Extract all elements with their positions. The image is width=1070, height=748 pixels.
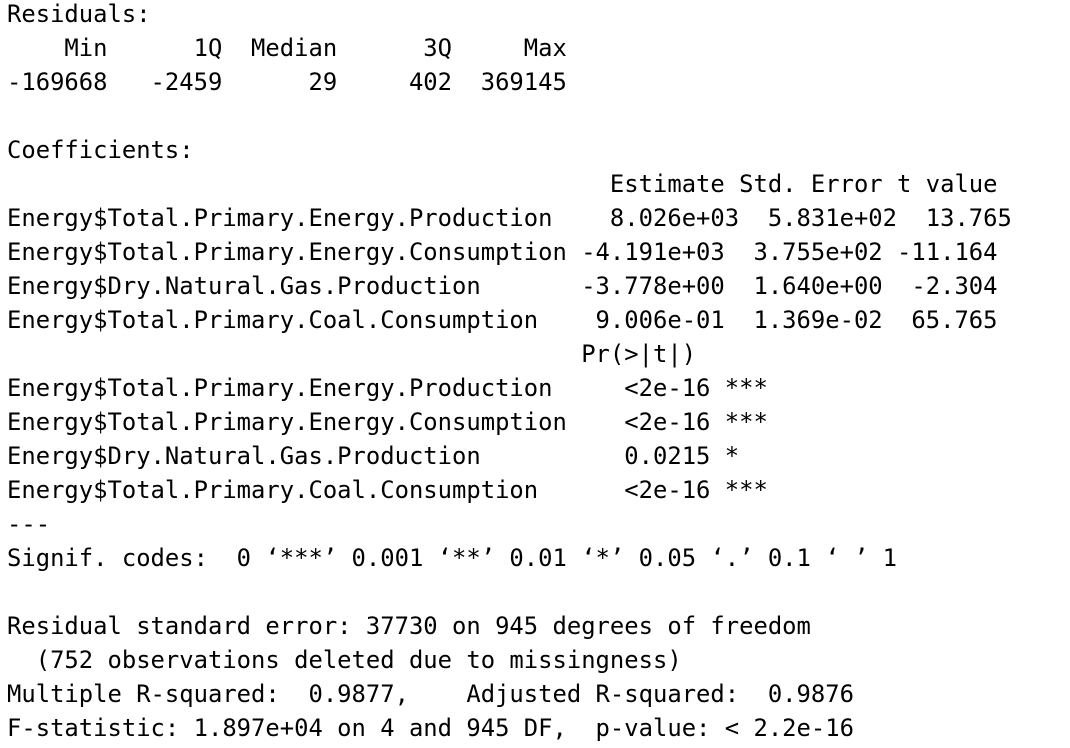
output-line: Coefficients:	[7, 136, 194, 164]
console-output: Residuals: Min 1Q Median 3Q Max -169668 -…	[7, 0, 1067, 745]
output-line: Residual standard error: 37730 on 945 de…	[7, 612, 811, 640]
output-line: Energy$Total.Primary.Energy.Consumption …	[7, 238, 998, 266]
output-line: Residuals:	[7, 0, 151, 28]
output-line: ---	[7, 510, 51, 538]
output-line: Energy$Total.Primary.Energy.Production <…	[7, 374, 768, 402]
output-line: Signif. codes: 0 ‘***’ 0.001 ‘**’ 0.01 ‘…	[7, 544, 898, 572]
output-line: Energy$Dry.Natural.Gas.Production -3.778…	[7, 272, 998, 300]
output-line: Energy$Total.Primary.Coal.Consumption <2…	[7, 476, 768, 504]
output-line: Energy$Total.Primary.Coal.Consumption 9.…	[7, 306, 998, 334]
output-block: Residual standard error: 37730 on 945 de…	[7, 609, 1067, 745]
output-line: Energy$Total.Primary.Energy.Production 8…	[7, 204, 1012, 232]
output-line: (752 observations deleted due to missing…	[7, 646, 682, 674]
output-line: Min 1Q Median 3Q Max	[7, 34, 567, 62]
output-block: Residuals: Min 1Q Median 3Q Max -169668 -…	[7, 0, 1067, 99]
output-block: Coefficients: Estimate Std. Error t valu…	[7, 133, 1067, 575]
output-line: -169668 -2459 29 402 369145	[7, 68, 567, 96]
output-line: Pr(>|t|)	[7, 340, 697, 368]
output-line: F-statistic: 1.897e+04 on 4 and 945 DF, …	[7, 714, 854, 742]
output-line: Energy$Total.Primary.Energy.Consumption …	[7, 408, 768, 436]
output-line: Multiple R-squared: 0.9877, Adjusted R-s…	[7, 680, 854, 708]
output-line: Energy$Dry.Natural.Gas.Production 0.0215…	[7, 442, 740, 470]
output-line: Estimate Std. Error t value	[7, 170, 998, 198]
